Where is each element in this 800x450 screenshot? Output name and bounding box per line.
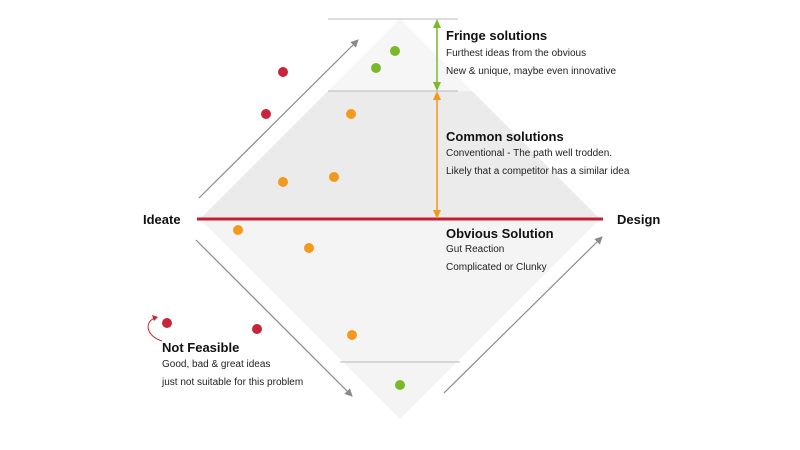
idea-dot-fringe: [390, 46, 400, 56]
ideate-label: Ideate: [143, 212, 181, 227]
idea-dot-not-feasible: [252, 324, 262, 334]
common-solutions-line-1: Conventional - The path well trodden.: [446, 148, 613, 159]
idea-dots: [162, 46, 405, 390]
idea-dot-obvious: [233, 225, 243, 235]
design-label: Design: [617, 212, 661, 227]
idea-dot-common: [346, 109, 356, 119]
idea-dot-not-feasible: [261, 109, 271, 119]
diverge-up-arrow: [198, 39, 359, 199]
idea-dot-not-feasible: [162, 318, 172, 328]
idea-dot-fringe: [395, 380, 405, 390]
idea-dot-common: [329, 172, 339, 182]
common-solutions-line-2: Likely that a competitor has a similar i…: [446, 166, 630, 177]
fringe-range-arrow: [433, 19, 441, 91]
idea-dot-obvious: [304, 243, 314, 253]
obvious-solution-title: Obvious Solution: [446, 226, 554, 241]
fringe-solutions-line-1: Furthest ideas from the obvious: [446, 48, 587, 59]
not-feasible-title: Not Feasible: [162, 340, 240, 355]
diverge-down-arrow: [195, 239, 353, 397]
fringe-solutions-title: Fringe solutions: [446, 28, 548, 43]
common-range-arrow: [433, 91, 441, 219]
fringe-solutions-line-2: New & unique, maybe even innovative: [446, 66, 617, 77]
not-feasible-curved-arrow: [147, 315, 163, 342]
not-feasible-line-1: Good, bad & great ideas: [162, 359, 271, 370]
idea-dot-not-feasible: [278, 67, 288, 77]
converge-up-arrow: [443, 236, 603, 394]
obvious-solution-line-2: Complicated or Clunky: [446, 262, 547, 273]
not-feasible-line-2: just not suitable for this problem: [162, 377, 304, 388]
idea-dot-common: [278, 177, 288, 187]
idea-dot-obvious: [347, 330, 357, 340]
common-solutions-title: Common solutions: [446, 129, 564, 144]
obvious-solution-line-1: Gut Reaction: [446, 244, 505, 255]
idea-dot-fringe: [371, 63, 381, 73]
